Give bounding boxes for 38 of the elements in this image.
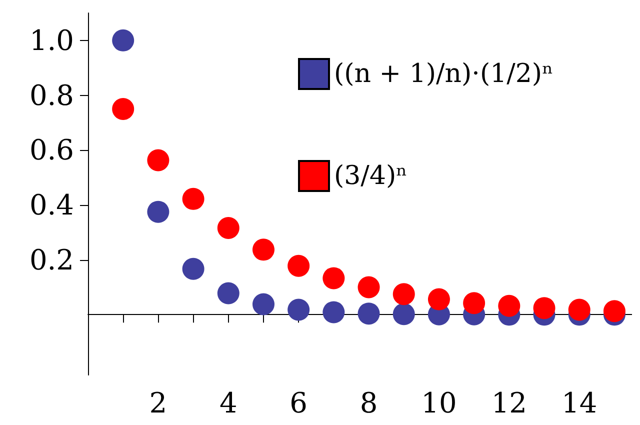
point: [322, 267, 345, 290]
point: [112, 29, 134, 52]
y-tick-label: 0.4: [29, 188, 74, 222]
y-tick-label: 1.0: [29, 24, 74, 57]
y-tick-label: 0.6: [29, 134, 74, 167]
point: [568, 298, 590, 321]
x-tick-label: 4: [219, 386, 238, 420]
point: [147, 200, 170, 223]
point: [288, 298, 310, 321]
y-tick-label: 0.8: [29, 78, 74, 112]
y-tick-label: 0.2: [29, 243, 74, 276]
point: [463, 292, 486, 314]
point: [217, 217, 240, 239]
point: [498, 294, 520, 317]
legend-label: (3/4)ⁿ: [334, 161, 408, 191]
point: [392, 283, 415, 306]
x-tick-label: 14: [562, 386, 598, 420]
point: [603, 300, 626, 322]
x-tick-label: 10: [421, 386, 457, 420]
point: [182, 188, 204, 210]
point: [112, 98, 134, 120]
x-tick-label: 8: [360, 386, 378, 420]
point: [217, 282, 240, 304]
point: [358, 302, 380, 325]
point: [392, 303, 415, 326]
point: [428, 288, 450, 310]
point: [252, 293, 274, 316]
legend-label: ((n + 1)/n)·(1/2)ⁿ: [334, 59, 554, 89]
point: [533, 297, 556, 320]
x-tick-label: 12: [491, 386, 527, 420]
x-tick-label: 6: [290, 386, 308, 420]
point: [322, 301, 345, 324]
point: [182, 258, 204, 280]
point: [288, 254, 310, 277]
x-tick-label: 2: [149, 386, 168, 420]
point: [147, 149, 170, 172]
point: [358, 276, 380, 298]
point: [252, 238, 274, 261]
